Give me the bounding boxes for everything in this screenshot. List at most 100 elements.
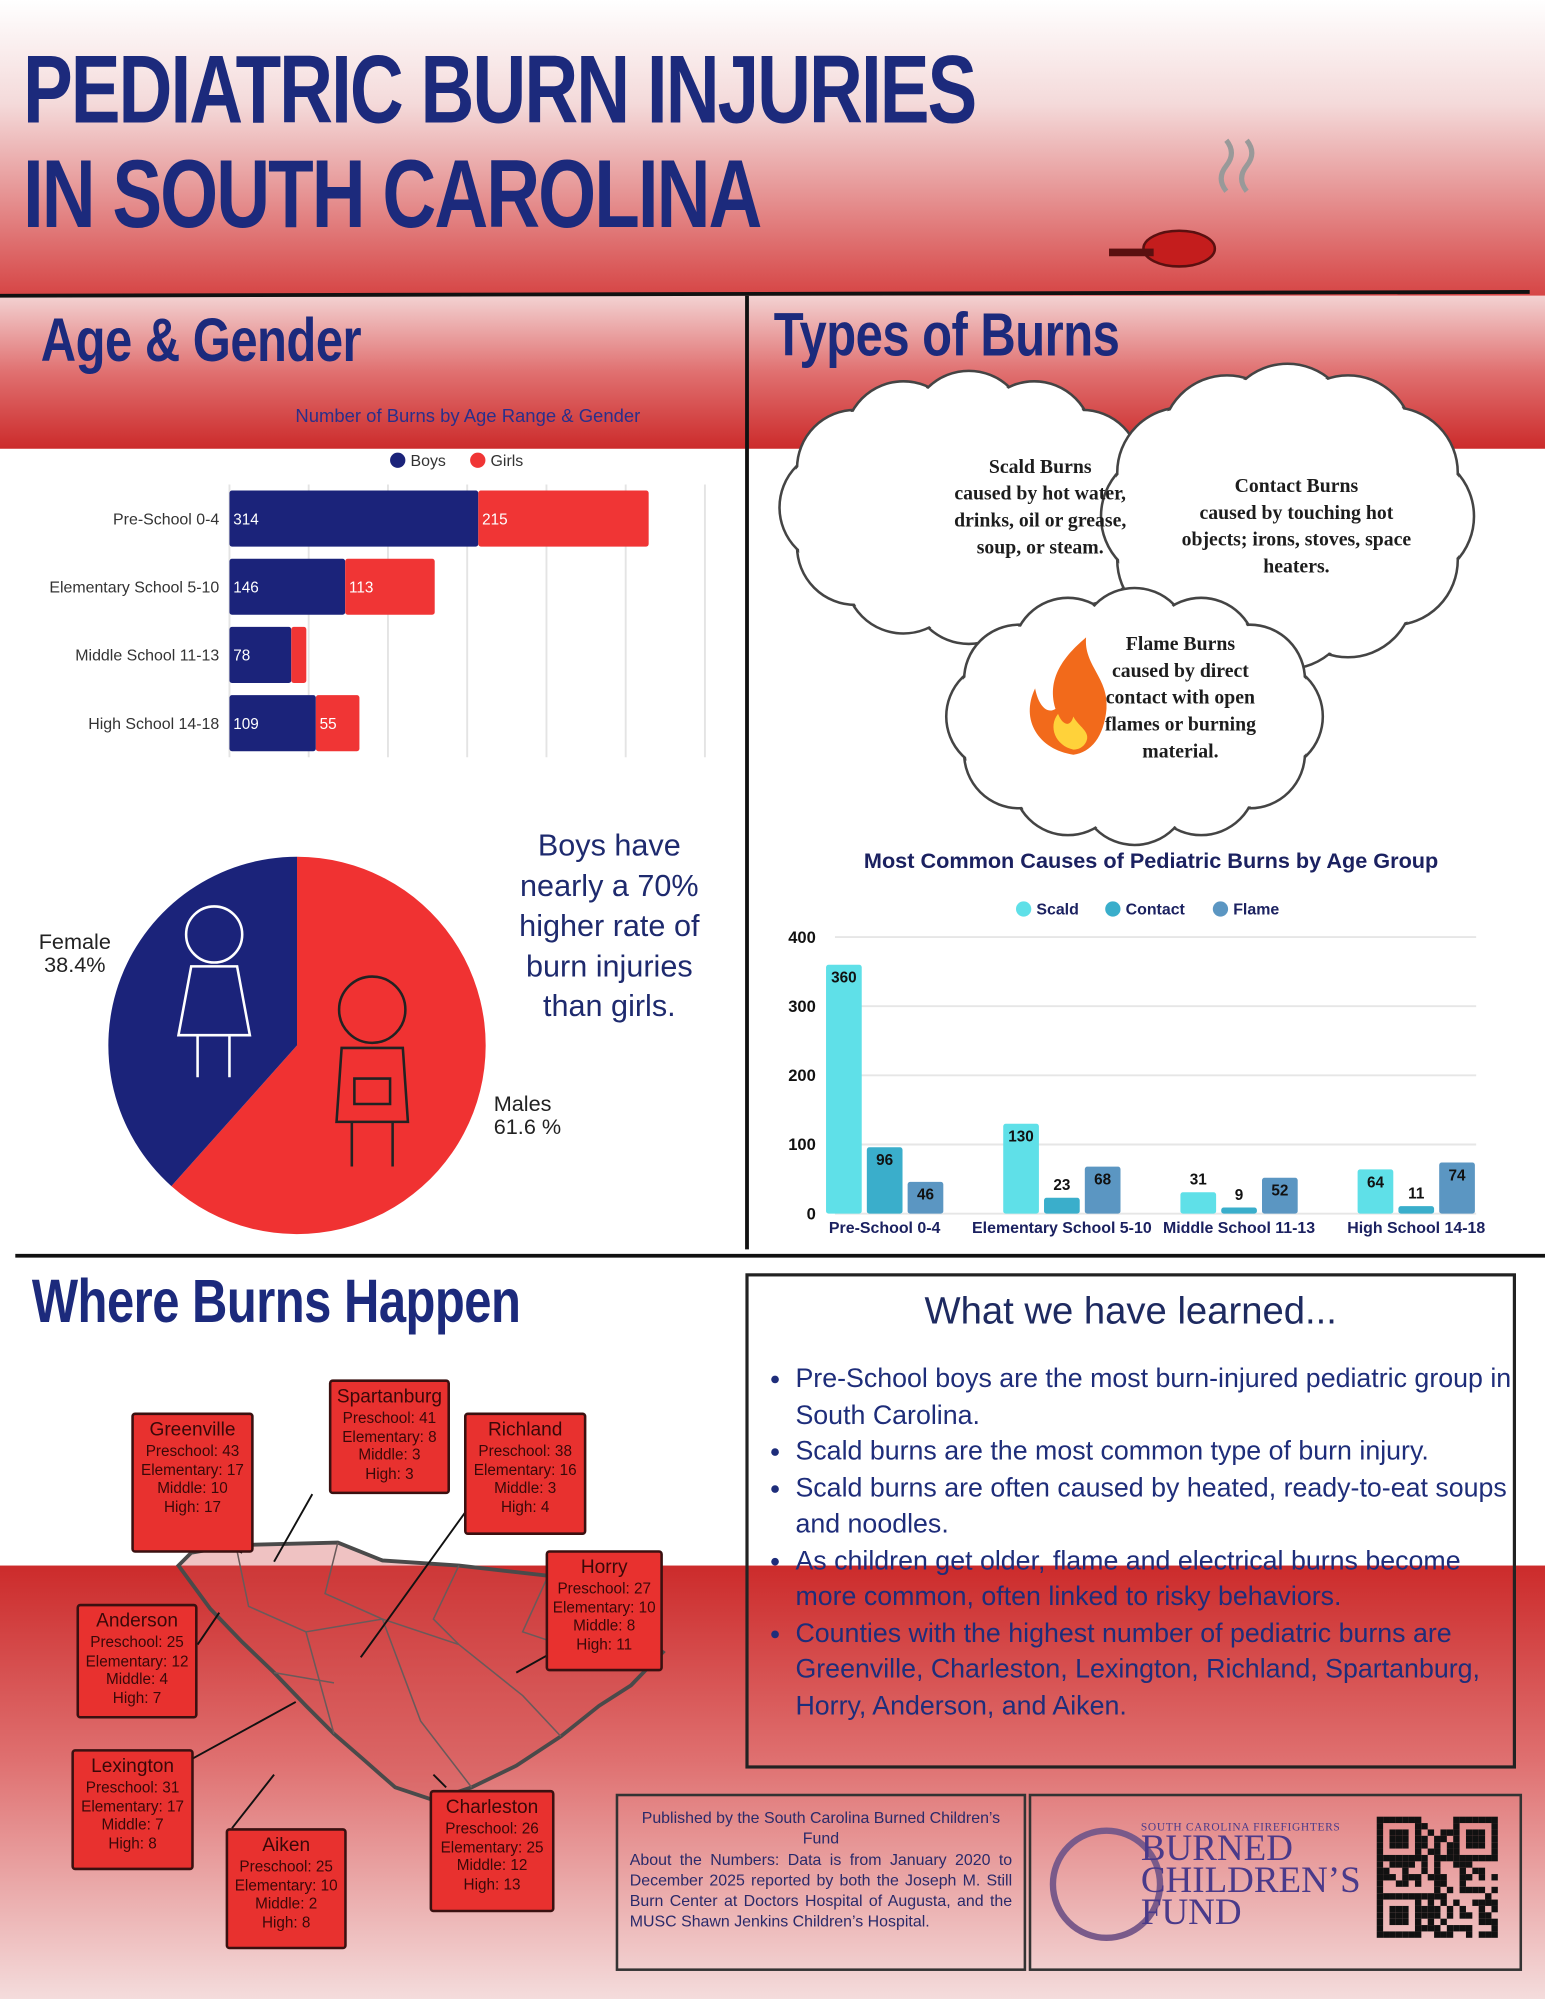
qr-cell (1376, 1893, 1384, 1900)
y-tick-label: High School 14-18 (88, 716, 219, 733)
qr-cell (1376, 1816, 1384, 1824)
qr-cell (1434, 1848, 1441, 1855)
qr-cell (1491, 1905, 1498, 1913)
bar (1398, 1206, 1435, 1214)
qr-cell (1383, 1854, 1390, 1862)
qr-cell (1414, 1835, 1422, 1843)
qr-cell (1414, 1823, 1422, 1830)
section-heading: Where Burns Happen (31, 1268, 521, 1337)
qr-cell (1402, 1835, 1409, 1843)
bar (345, 558, 435, 615)
qr-cell (1376, 1931, 1384, 1938)
cloud-fill (831, 425, 1107, 590)
value-label: 130 (1008, 1129, 1033, 1146)
cloud (778, 369, 1160, 646)
county-stat: High: 8 (261, 1913, 311, 1932)
qr-cell (1472, 1835, 1479, 1843)
qr-cell (1440, 1829, 1447, 1836)
qr-cell (1459, 1925, 1466, 1932)
qr-cell (1376, 1848, 1384, 1855)
bar (1180, 1192, 1217, 1214)
county-name: Horry (580, 1556, 628, 1579)
qr-cell (1453, 1848, 1460, 1855)
qr-cell (1446, 1829, 1454, 1836)
qr-cell (1465, 1854, 1473, 1862)
qr-cell (1395, 1835, 1403, 1843)
y-tick-label: 300 (788, 997, 816, 1016)
county-stat: Preschool: 43 (145, 1441, 240, 1460)
pie-value: 38.4% (44, 952, 105, 977)
x-tick-label: Elementary School 5-10 (972, 1220, 1152, 1237)
qr-cell (1414, 1931, 1422, 1938)
qr-cell (1421, 1835, 1428, 1843)
qr-cell (1485, 1899, 1492, 1906)
qr-cell (1478, 1905, 1486, 1913)
county-stat: Preschool: 27 (557, 1579, 651, 1598)
bar (1221, 1207, 1257, 1214)
county-name: Charleston (445, 1796, 539, 1818)
qr-cell (1389, 1835, 1396, 1843)
qr-cell (1414, 1854, 1422, 1862)
county-stat: Middle: 4 (105, 1670, 169, 1689)
value-label: 215 (482, 511, 507, 528)
qr-cell (1485, 1893, 1492, 1900)
steam (1218, 138, 1255, 193)
flame-icon (1029, 637, 1107, 755)
bar (1044, 1197, 1080, 1214)
qr-cell (1395, 1893, 1403, 1900)
legend-swatch (1212, 901, 1229, 917)
qr-cell (1453, 1925, 1460, 1932)
qr-cell (1402, 1867, 1409, 1875)
qr-cell (1446, 1854, 1454, 1862)
qr-cell (1395, 1880, 1403, 1887)
x-tick-label: Pre-School 0-4 (829, 1220, 941, 1237)
qr-cell (1459, 1854, 1466, 1862)
learned-bullet: Scald burns are the most common type of … (795, 1434, 1511, 1470)
county-stat: Middle: 10 (157, 1479, 228, 1497)
qr-cell (1402, 1874, 1409, 1881)
qr-cell (1395, 1931, 1403, 1938)
qr-cell (1446, 1848, 1454, 1855)
qr-cell (1491, 1886, 1498, 1894)
value-label: 23 (1053, 1177, 1070, 1194)
value-label: 96 (876, 1152, 893, 1169)
bar (229, 695, 316, 752)
qr-cell (1465, 1842, 1473, 1849)
qr-cell (1414, 1874, 1422, 1881)
legend-label: Scald (1036, 902, 1078, 919)
qr-cell (1395, 1918, 1403, 1926)
qr-cell (1491, 1925, 1498, 1932)
qr-cell (1402, 1861, 1409, 1868)
county-stat: Preschool: 26 (445, 1819, 539, 1838)
value-label: 55 (320, 716, 337, 733)
qr-cell (1453, 1835, 1460, 1843)
qr-cell (1383, 1893, 1390, 1900)
qr-cell (1465, 1835, 1473, 1843)
qr-cell (1408, 1931, 1415, 1938)
bar (315, 695, 360, 752)
qr-cell (1491, 1854, 1498, 1862)
learned-list: Pre-School boys are the most burn-injure… (750, 1362, 1512, 1725)
qr-cell (1453, 1829, 1460, 1836)
value-label: 31 (1190, 1172, 1207, 1189)
county-stat: High: 8 (108, 1834, 157, 1853)
qr-cell (1459, 1816, 1466, 1824)
qr-cell (1491, 1848, 1498, 1855)
qr-cell (1491, 1816, 1498, 1824)
qr-cell (1453, 1816, 1460, 1824)
bar (826, 964, 862, 1214)
qr-cell (1427, 1912, 1435, 1919)
logo-line: BURNED (1140, 1828, 1293, 1869)
qr-cell (1427, 1893, 1435, 1900)
pot-illustration (1109, 138, 1255, 268)
value-label: 46 (917, 1187, 934, 1204)
qr-cell (1389, 1816, 1396, 1824)
qr-cell (1395, 1842, 1403, 1849)
qr-cell (1408, 1854, 1415, 1862)
qr-cell (1434, 1842, 1441, 1849)
qr-cell (1395, 1861, 1403, 1868)
county-stat: Middle: 2 (255, 1894, 318, 1913)
qr-cell (1434, 1931, 1441, 1938)
qr-cell (1434, 1874, 1441, 1881)
